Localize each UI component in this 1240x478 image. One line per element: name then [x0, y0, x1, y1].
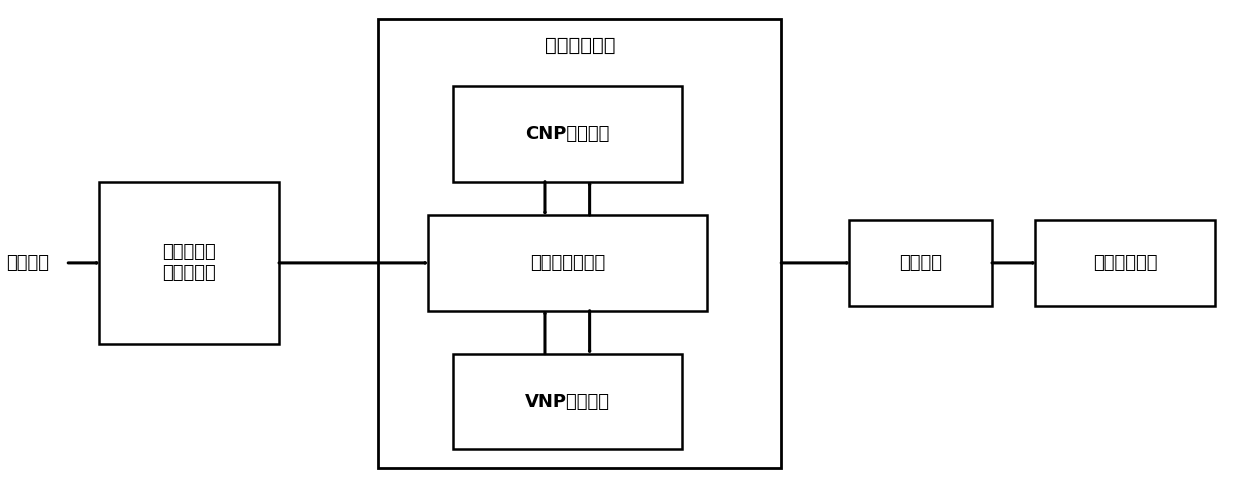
Text: 校验模块: 校验模块	[899, 254, 942, 272]
Bar	[99, 182, 279, 344]
Bar	[1035, 220, 1215, 306]
Bar	[378, 19, 781, 468]
Bar	[428, 215, 707, 311]
Text: CNP处理模块: CNP处理模块	[525, 125, 610, 143]
Bar	[849, 220, 992, 306]
Text: VNP处理模块: VNP处理模块	[525, 392, 610, 411]
Text: 中间信息存储器: 中间信息存储器	[529, 254, 605, 272]
Text: 输出缓冲模块: 输出缓冲模块	[1092, 254, 1158, 272]
Bar	[453, 86, 682, 182]
Text: 迭代译码模块: 迭代译码模块	[546, 36, 615, 55]
Bar	[453, 354, 682, 449]
Text: 信道似然比
信息存储器: 信道似然比 信息存储器	[162, 243, 216, 282]
Text: 接收信号: 接收信号	[6, 254, 50, 272]
